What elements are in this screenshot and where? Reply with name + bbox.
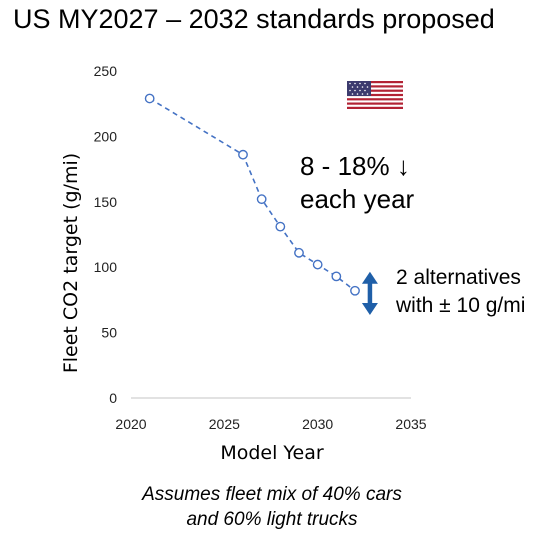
alternatives-line: 2 alternatives (396, 266, 521, 289)
reduction-rate-subline: each year (300, 184, 415, 214)
data-point (144, 93, 155, 104)
y-tick-label: 200 (94, 128, 118, 144)
footnote-line-2: and 60% light trucks (186, 509, 358, 530)
data-series (144, 93, 360, 296)
y-tick-label: 150 (94, 194, 118, 210)
us-flag-icon (347, 81, 403, 109)
footnote-line-1: Assumes fleet mix of 40% cars (142, 484, 402, 505)
x-tick-label: 2030 (302, 416, 333, 432)
data-point (331, 271, 342, 282)
alternatives-subline: with ± 10 g/mi (396, 294, 526, 317)
double-arrow-icon (361, 271, 378, 315)
y-tick-label: 250 (94, 63, 118, 79)
data-point (312, 259, 323, 270)
x-tick-label: 2025 (209, 416, 240, 432)
reduction-rate-line: 8 - 18% ↓ (300, 151, 410, 181)
reduction-rate-annotation: 8 - 18% ↓ each year (300, 150, 414, 216)
data-point (256, 194, 267, 205)
data-point (294, 247, 304, 258)
alternatives-annotation: 2 alternatives with ± 10 g/mi (396, 264, 525, 320)
x-tick-label: 2020 (115, 416, 146, 432)
y-tick-label: 50 (101, 325, 117, 341)
footnote: Assumes fleet mix of 40% cars and 60% li… (0, 482, 544, 532)
x-ticks: 2020 2025 2030 2035 (115, 416, 426, 432)
data-point (238, 149, 248, 160)
y-tick-label: 100 (94, 259, 118, 275)
y-ticks: 0 50 100 150 200 250 (94, 63, 118, 406)
y-axis-title: Fleet CO2 target (g/mi) (60, 153, 82, 373)
co2-target-chart: 0 50 100 150 200 250 2020 2025 2030 2035 Fleet C… (60, 63, 427, 464)
x-tick-label: 2035 (395, 416, 426, 432)
y-tick-label: 0 (109, 390, 117, 406)
data-point (275, 221, 286, 232)
arrow-head-down (361, 302, 378, 315)
data-point (350, 285, 360, 296)
page-title: US MY2027 – 2032 standards proposed (13, 4, 495, 34)
x-axis-title: Model Year (220, 442, 324, 464)
arrow-head-up (361, 271, 378, 284)
